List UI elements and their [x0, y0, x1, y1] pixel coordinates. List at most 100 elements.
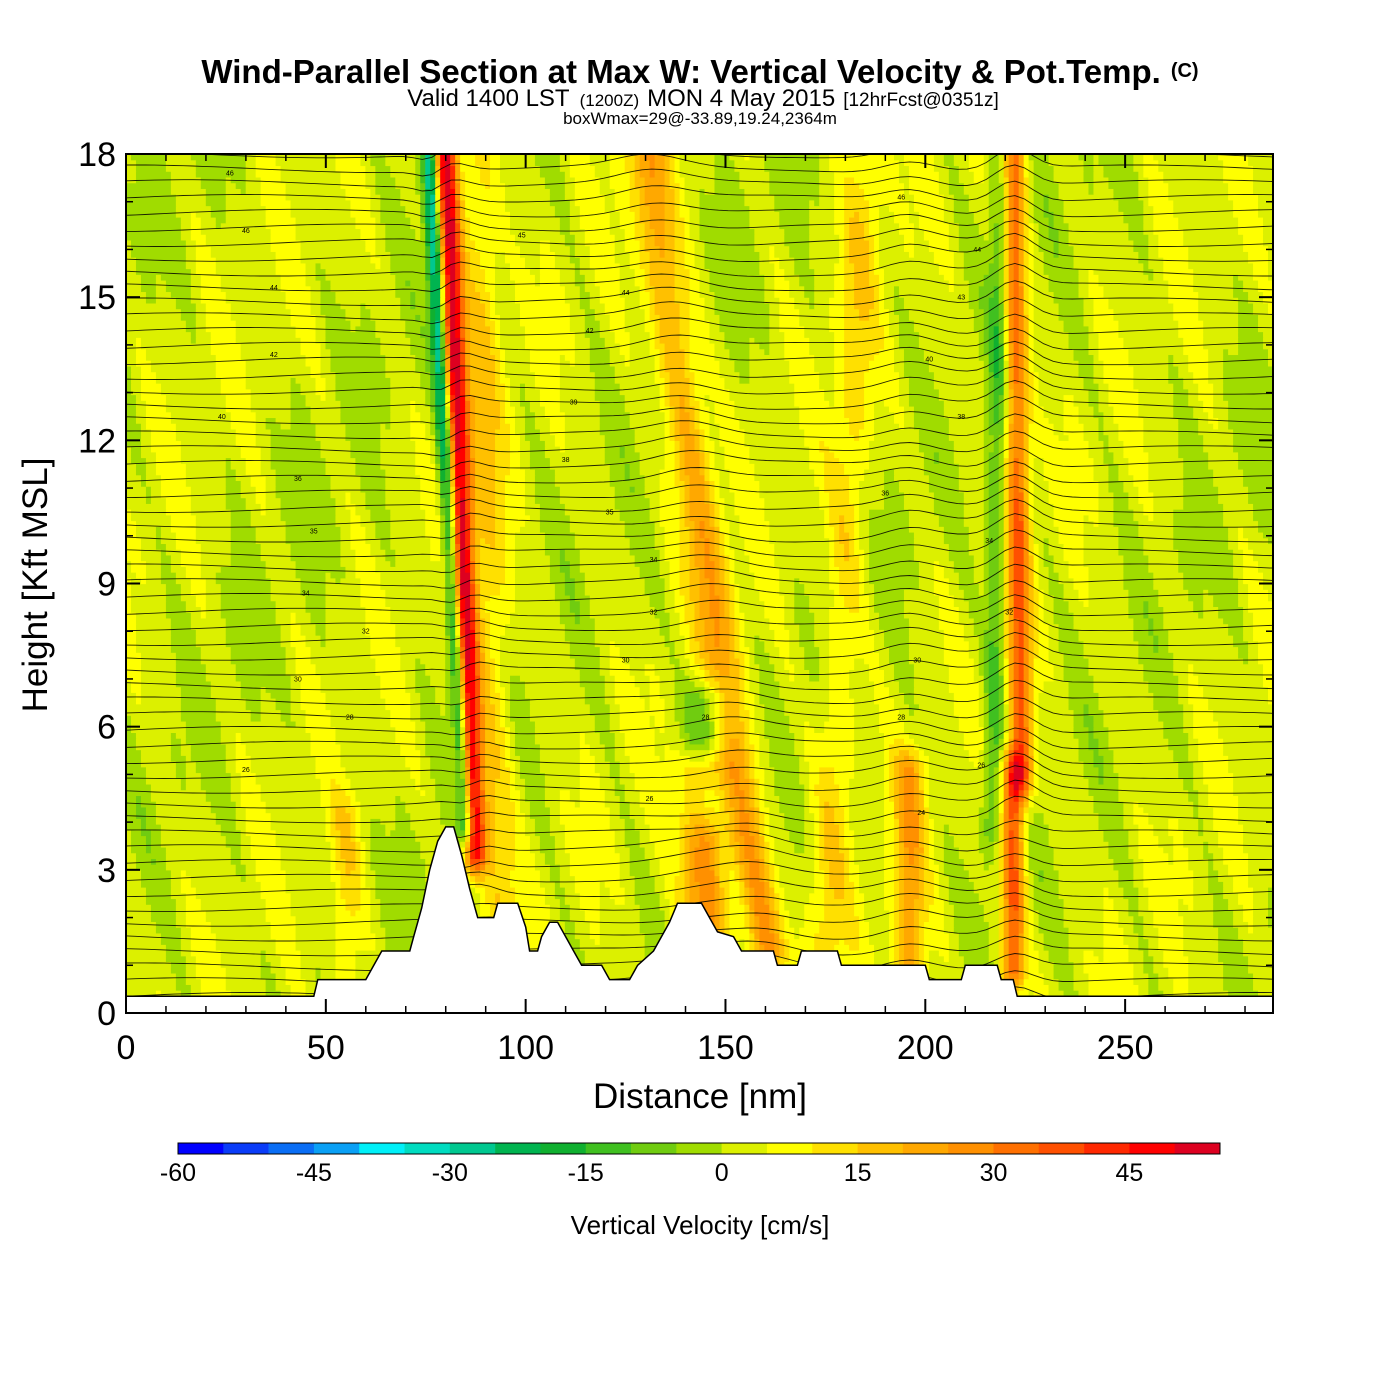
colorbar-tick-label: 45: [1115, 1159, 1143, 1187]
theta-contour-label: 24: [917, 810, 925, 817]
colorbar-frame: [177, 1142, 1221, 1155]
theta-contour-line: [126, 765, 1273, 794]
colorbar-swatch: [857, 1143, 904, 1154]
colorbar-tick-label: -60: [160, 1159, 196, 1187]
theta-contour-label: 40: [925, 357, 933, 364]
y-axis-title: Height [Kft MSL]: [16, 458, 55, 713]
y-tick-label: 15: [78, 279, 116, 317]
theta-contour-label: 30: [913, 657, 921, 664]
theta-contour-line: [126, 365, 1273, 395]
theta-contour-label: 38: [957, 414, 965, 421]
theta-contour-line: [126, 340, 1273, 366]
y-tick-label: 9: [97, 566, 116, 604]
theta-contour-line: [126, 619, 1273, 646]
colorbar-swatch: [1129, 1143, 1175, 1154]
theta-contour-line: [126, 446, 1273, 471]
colorbar-swatch: [223, 1143, 269, 1154]
colorbar-tick-label: -15: [568, 1159, 604, 1187]
colorbar-tick-label: -45: [296, 1159, 332, 1187]
terrain: [125, 826, 1274, 1014]
colorbar-tick-label: -30: [432, 1159, 468, 1187]
chart-note: boxWmax=29@-33.89,19.24,2364m: [563, 109, 837, 128]
theta-contour-line: [126, 396, 1273, 425]
theta-contour-line: [126, 713, 1273, 736]
colorbar-swatch: [359, 1143, 405, 1154]
colorbar-swatch: [812, 1143, 858, 1154]
theta-contour-line: [191, 154, 1273, 160]
theta-contour-line: [126, 513, 1273, 543]
theta-contour-line: [126, 845, 1273, 869]
colorbar-swatch: [178, 1143, 224, 1154]
theta-contour-label: 30: [622, 657, 630, 664]
theta-contour-label: 38: [562, 457, 570, 464]
theta-contour-line: [126, 563, 1273, 589]
theta-contour-label: 36: [294, 476, 302, 483]
x-tick-label: 50: [307, 1029, 345, 1067]
theta-contour-label: 44: [622, 290, 630, 297]
colorbar-swatch: [495, 1143, 541, 1154]
x-axis-title: Distance [nm]: [593, 1077, 807, 1116]
theta-contour-line: [126, 594, 1273, 617]
colorbar-swatch: [993, 1143, 1040, 1154]
chart-subtitle: Valid 1400 LST (1200Z) MON 4 May 2015 [12hr…: [407, 85, 998, 112]
theta-contour-label: 42: [270, 352, 278, 359]
colorbar-swatch: [268, 1143, 315, 1154]
theta-contour-label: 32: [650, 610, 658, 617]
colorbar-tick-label: 15: [844, 1159, 872, 1187]
theta-contour-label: 46: [242, 228, 250, 235]
theta-contour-label: 44: [973, 247, 981, 254]
colorbar-swatch: [404, 1143, 451, 1154]
theta-contour-line: [126, 430, 1273, 457]
theta-contour-label: 26: [977, 762, 985, 769]
x-tick-label: 250: [1097, 1029, 1154, 1067]
colorbar-tick-label: 30: [980, 1159, 1008, 1187]
y-tick-label: 18: [78, 136, 116, 174]
colorbar-title: Vertical Velocity [cm/s]: [571, 1210, 830, 1240]
theta-contour-line: [126, 280, 1273, 309]
y-tick-label: 12: [78, 422, 116, 460]
theta-contour-line: [126, 892, 1273, 912]
theta-contour-label: 34: [985, 538, 993, 545]
theta-contour-line: [126, 646, 1273, 676]
theta-contour-line: [126, 180, 1273, 205]
theta-contour-line: [126, 486, 1273, 513]
theta-contour-line: [126, 878, 1273, 898]
theta-contour-line: [126, 697, 1273, 722]
velocity-field: [126, 154, 1273, 1013]
theta-contour-line: [126, 473, 1273, 499]
theta-contour-label: 28: [346, 715, 354, 722]
theta-contour-line: [126, 220, 1273, 247]
colorbar-swatch: [585, 1143, 632, 1154]
theta-contour-line: [126, 662, 1273, 691]
theta-contour-label: 28: [702, 715, 710, 722]
colorbar-swatch: [1038, 1143, 1085, 1154]
theta-contour-label: 30: [294, 676, 302, 683]
theta-contour-line: [126, 679, 1273, 706]
theta-contour-line: [126, 195, 1273, 218]
theta-contour-line: [126, 247, 1273, 277]
colorbar-swatch: [449, 1143, 496, 1154]
theta-contour-label: 40: [218, 414, 226, 421]
theta-contour-label: 44: [270, 285, 278, 292]
y-tick-label: 6: [97, 709, 116, 747]
theta-contour-line: [126, 529, 1273, 558]
theta-contour-line: [126, 154, 1273, 177]
theta-contour-label: 32: [1005, 610, 1013, 617]
colorbar-swatch: [676, 1143, 722, 1154]
colorbar-swatch: [631, 1143, 677, 1154]
theta-contour-line: [126, 328, 1273, 351]
theta-contour-label: 32: [362, 629, 370, 636]
theta-contour-line: [126, 263, 1273, 292]
colorbar-tick-label: 0: [715, 1159, 729, 1187]
y-tick-label: 3: [97, 852, 116, 890]
x-tick-label: 0: [117, 1029, 136, 1067]
theta-contour-line: [126, 579, 1273, 603]
colorbar-swatch: [1084, 1143, 1130, 1154]
x-tick-label: 200: [897, 1029, 954, 1067]
colorbar-swatch: [313, 1143, 360, 1154]
x-axis: 0 50 100 150 200 250: [117, 154, 1246, 1067]
theta-contour-line: [126, 632, 1273, 661]
colorbar-swatch: [902, 1143, 949, 1154]
